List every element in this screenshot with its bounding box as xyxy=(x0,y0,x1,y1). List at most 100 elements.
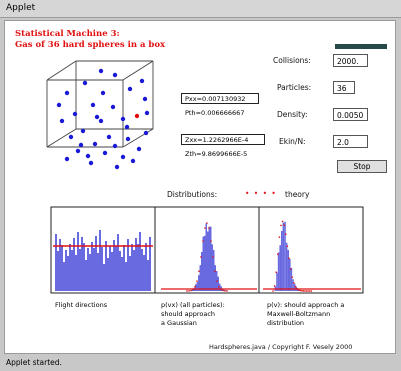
histogram-bar xyxy=(285,242,288,291)
histogram-bar xyxy=(113,240,115,291)
particle xyxy=(120,116,126,122)
density-field[interactable]: 0.0050 xyxy=(333,108,368,121)
theory-point xyxy=(288,257,290,260)
histogram-panels xyxy=(50,206,364,294)
histogram-bar xyxy=(91,242,93,291)
histogram-bar xyxy=(149,237,151,291)
histogram-bar xyxy=(119,251,121,291)
simulation-drawing xyxy=(46,60,364,294)
theory-point xyxy=(278,236,281,238)
particle xyxy=(94,114,100,120)
histogram-bar xyxy=(205,223,207,291)
caption-pvx-line1: p(vx) (all particles): xyxy=(161,301,225,309)
particle xyxy=(112,143,118,149)
histogram-bar xyxy=(199,265,201,291)
histogram-bar xyxy=(292,279,294,291)
caption-pv: p(v): should approach a Maxwell-Boltzman… xyxy=(267,301,344,328)
caption-pv-line1: p(v): should approach a xyxy=(267,301,345,309)
copyright-text: Hardspheres.java / Copyright F. Vesely 2… xyxy=(209,343,353,351)
title-line2: Gas of 36 hard spheres in a box xyxy=(15,40,166,50)
histogram-bar xyxy=(69,244,71,291)
histogram-bar xyxy=(145,243,147,291)
theory-point xyxy=(210,240,212,242)
theory-point xyxy=(283,224,286,226)
histogram-bar xyxy=(61,245,63,291)
particle xyxy=(106,134,112,140)
particle xyxy=(110,104,116,110)
histogram-bar xyxy=(89,254,91,291)
histogram-bar xyxy=(127,239,129,291)
particle xyxy=(78,142,84,148)
theory-point xyxy=(297,289,300,291)
histogram-bar xyxy=(279,245,281,291)
theory-point xyxy=(204,227,206,229)
applet-menu[interactable]: Applet xyxy=(6,3,36,13)
particle xyxy=(112,72,118,78)
particle xyxy=(59,118,65,124)
theory-point xyxy=(226,290,228,292)
theory-point xyxy=(222,289,224,292)
pxx-box: Pxx=0.00713093​2 xyxy=(181,93,259,104)
histogram-bar xyxy=(63,262,65,291)
particle xyxy=(64,90,70,96)
histogram-bar xyxy=(123,245,125,291)
pv-histogram xyxy=(263,220,361,292)
ekin-field[interactable]: 2.0 xyxy=(333,135,368,148)
caption-pv-line3: distribution xyxy=(267,319,305,327)
histogram-bar xyxy=(71,250,73,291)
caption-pvx-line2: should approach xyxy=(161,310,216,318)
histogram-bar xyxy=(99,230,101,291)
particles-label: Particles: xyxy=(277,83,312,92)
applet-canvas: Statistical Machine 3: Gas of 36 hard sp… xyxy=(4,20,396,354)
stop-button[interactable]: Stop xyxy=(337,160,387,173)
zth-text: Zth=9.8699666E-5 xyxy=(185,150,248,158)
theory-point xyxy=(293,282,295,284)
histogram-bar xyxy=(289,258,291,291)
histogram-bar xyxy=(101,247,103,291)
status-bar: Applet started. xyxy=(6,358,62,367)
theory-point xyxy=(310,290,313,292)
histogram-bar xyxy=(281,230,283,291)
histogram-bar xyxy=(75,255,77,291)
histogram-bar xyxy=(277,252,280,291)
caption-pvx: p(vx) (all particles): should approach a… xyxy=(161,301,225,328)
particle xyxy=(102,150,108,156)
histogram-bar xyxy=(143,255,145,291)
title-block: Statistical Machine 3: Gas of 36 hard sp… xyxy=(15,29,165,51)
histogram-bar xyxy=(204,235,206,291)
histogram-bar xyxy=(139,232,141,291)
histogram-bar xyxy=(115,246,117,291)
particle xyxy=(136,146,142,152)
theory-point xyxy=(301,289,303,292)
collisions-field[interactable]: 2000. xyxy=(333,54,368,67)
particle xyxy=(100,90,106,96)
histogram-bar xyxy=(59,239,61,291)
theory-point xyxy=(192,288,194,291)
histogram-bar xyxy=(77,232,79,291)
histogram-bar xyxy=(133,250,135,291)
histogram-bar xyxy=(117,234,119,291)
theory-point xyxy=(216,280,218,282)
particles-field[interactable]: 36 xyxy=(333,81,355,94)
histogram-bar xyxy=(213,249,215,291)
particle xyxy=(142,96,148,102)
theory-point xyxy=(307,290,310,292)
particle xyxy=(114,164,120,170)
histogram-bar xyxy=(287,249,289,291)
histogram-bar xyxy=(207,231,209,291)
particle xyxy=(92,141,98,147)
theory-point xyxy=(291,276,294,278)
histogram-bar xyxy=(87,248,89,291)
histogram-bar xyxy=(121,257,123,291)
histogram-bar xyxy=(147,260,149,291)
histogram-bar xyxy=(81,237,83,291)
histogram-bar xyxy=(125,262,127,291)
theory-point xyxy=(289,268,292,270)
theory-point xyxy=(202,240,204,242)
theory-legend-dots: • • • • xyxy=(245,189,277,198)
collisions-label: Collisions: xyxy=(273,56,311,65)
particle xyxy=(127,86,133,92)
particle xyxy=(72,111,78,117)
histogram-bar xyxy=(217,276,219,291)
zxx-box: Zxx=1.2262966E-4 xyxy=(181,134,265,145)
